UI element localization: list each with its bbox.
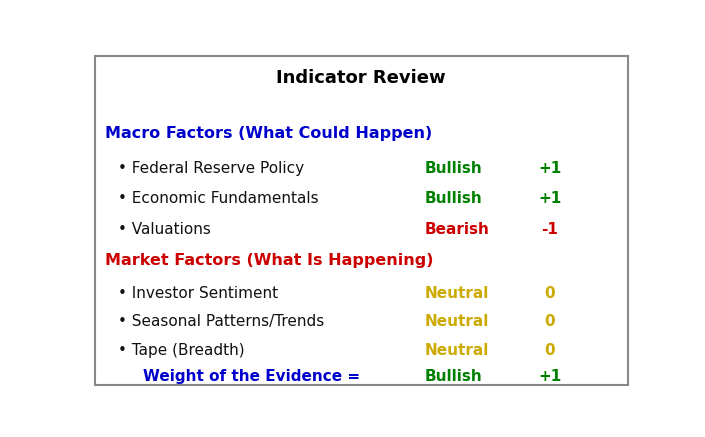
- Text: +1: +1: [538, 369, 561, 384]
- Text: 0: 0: [544, 314, 555, 329]
- Text: +1: +1: [538, 161, 561, 176]
- Text: • Valuations: • Valuations: [118, 222, 211, 236]
- FancyBboxPatch shape: [94, 56, 628, 385]
- Text: • Investor Sentiment: • Investor Sentiment: [118, 285, 278, 301]
- Text: Bullish: Bullish: [424, 191, 482, 206]
- Text: Bullish: Bullish: [424, 369, 482, 384]
- Text: Neutral: Neutral: [424, 343, 489, 358]
- Text: -1: -1: [541, 222, 558, 236]
- Text: Bearish: Bearish: [424, 222, 489, 236]
- Text: Macro Factors (What Could Happen): Macro Factors (What Could Happen): [104, 126, 431, 141]
- Text: Indicator Review: Indicator Review: [276, 69, 446, 87]
- Text: • Tape (Breadth): • Tape (Breadth): [118, 343, 245, 358]
- Text: Bullish: Bullish: [424, 161, 482, 176]
- Text: • Seasonal Patterns/Trends: • Seasonal Patterns/Trends: [118, 314, 324, 329]
- Text: +1: +1: [538, 191, 561, 206]
- Text: Weight of the Evidence =: Weight of the Evidence =: [142, 369, 360, 384]
- Text: Market Factors (What Is Happening): Market Factors (What Is Happening): [104, 253, 433, 268]
- Text: • Federal Reserve Policy: • Federal Reserve Policy: [118, 161, 305, 176]
- Text: • Economic Fundamentals: • Economic Fundamentals: [118, 191, 319, 206]
- Text: Neutral: Neutral: [424, 285, 489, 301]
- Text: 0: 0: [544, 285, 555, 301]
- Text: Neutral: Neutral: [424, 314, 489, 329]
- Text: 0: 0: [544, 343, 555, 358]
